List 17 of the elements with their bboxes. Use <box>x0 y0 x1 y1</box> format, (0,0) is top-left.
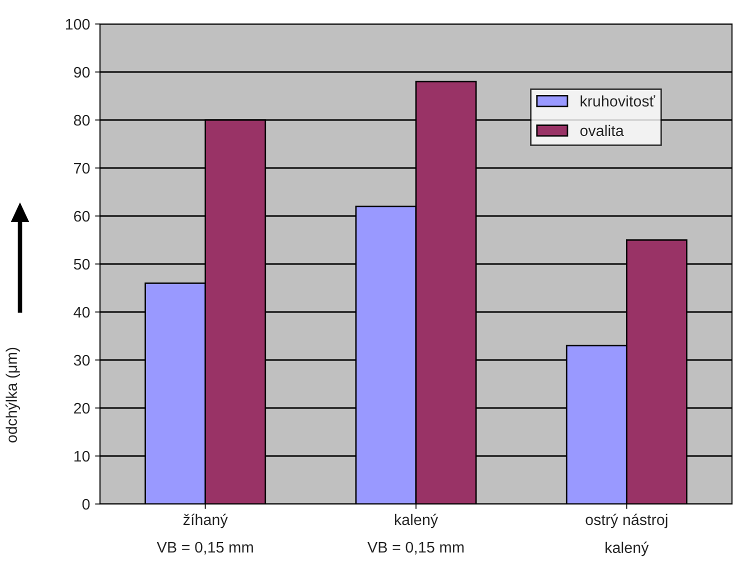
y-tick-label: 60 <box>74 210 90 222</box>
y-tick-label: 30 <box>74 354 90 366</box>
y-tick-label: 100 <box>66 18 90 30</box>
x-tick-label: žíhaný VB = 0,15 mm <box>156 514 253 554</box>
y-tick-label: 80 <box>74 114 90 126</box>
y-axis-title: odchýlka (μm) <box>6 348 20 442</box>
y-tick-label: 40 <box>74 306 90 318</box>
x-tick-label: kalený VB = 0,15 mm <box>367 514 464 554</box>
legend-label: ovalita <box>580 124 624 136</box>
y-tick-label: 70 <box>74 162 90 174</box>
y-tick-label: 20 <box>74 402 90 414</box>
y-tick-label: 50 <box>74 258 90 270</box>
y-tick-label: 10 <box>74 450 90 462</box>
legend-label: kruhovitosť <box>580 95 656 107</box>
y-tick-label: 0 <box>82 498 90 510</box>
x-tick-label: ostrý nástroj kalený <box>586 514 668 556</box>
y-tick-label: 90 <box>74 66 90 78</box>
